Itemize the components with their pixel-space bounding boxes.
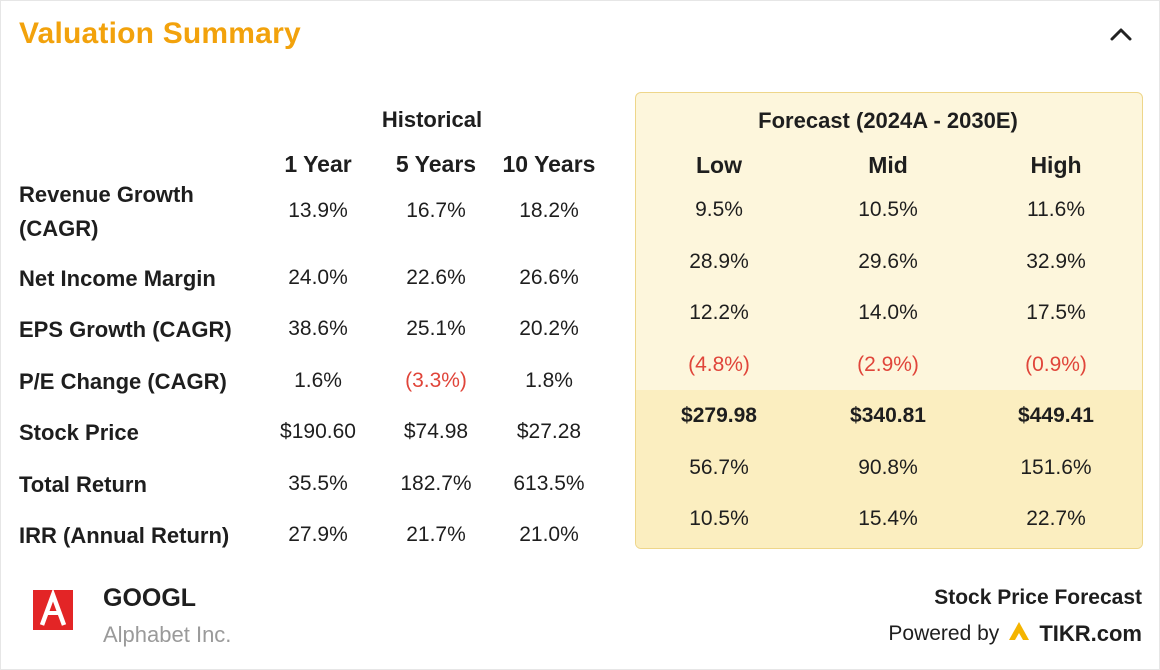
historical-value: 16.7% [406,199,466,222]
forecast-value: (0.9%) [1025,353,1087,376]
historical-header: Historical [381,107,483,132]
historical-value: $190.60 [280,420,356,443]
forecast-value: 151.6% [1020,456,1092,479]
historical-value: 24.0% [288,266,348,289]
forecast-value: 11.6% [1027,198,1085,221]
row-label: Total Return [19,472,147,497]
forecast-value: 9.5% [695,198,743,221]
forecast-column-header: High [1030,152,1082,178]
historical-value: (3.3%) [405,369,467,392]
historical-value: 182.7% [400,472,472,495]
row-label: P/E Change (CAGR) [19,369,227,394]
historical-value: 13.9% [288,199,348,222]
forecast-panel [635,92,1143,549]
historical-column-header: 5 Years [395,151,477,177]
forecast-value: 12.2% [689,301,749,324]
forecast-column-header: Mid [868,152,908,178]
row-label: Stock Price [19,420,139,445]
historical-value: 38.6% [288,317,348,340]
powered-by: Powered by TIKR.com [888,620,1142,648]
historical-value: 21.7% [406,523,466,546]
card-title: Valuation Summary [19,17,301,50]
forecast-value: (4.8%) [688,353,750,376]
forecast-header: Forecast (2024A - 2030E) [758,108,1018,133]
company-name: Alphabet Inc. [103,622,232,647]
tikr-brand[interactable]: TIKR.com [1039,621,1142,646]
historical-column-header: 10 Years [502,151,596,177]
forecast-value: 10.5% [858,198,918,221]
historical-value: 21.0% [519,523,579,546]
powered-by-label: Powered by [888,622,1000,645]
historical-value: 35.5% [288,472,348,495]
historical-value: 26.6% [519,266,579,289]
forecast-value: 56.7% [689,456,749,479]
forecast-value: 28.9% [689,250,749,273]
row-label: Net Income Margin [19,266,216,291]
forecast-value: 17.5% [1026,301,1086,324]
row-label: Revenue Growth [19,182,194,207]
row-label: EPS Growth (CAGR) [19,317,232,342]
forecast-value: 10.5% [689,507,749,530]
forecast-value: $449.41 [1018,404,1094,427]
historical-value: 613.5% [513,472,585,495]
alphabet-logo-icon [33,590,73,630]
forecast-value: $279.98 [681,404,757,427]
historical-column-header: 1 Year [284,151,352,177]
forecast-value: 15.4% [858,507,918,530]
historical-value: 20.2% [519,317,579,340]
historical-value: 25.1% [406,317,466,340]
forecast-value: $340.81 [850,404,926,427]
historical-value: 27.9% [288,523,348,546]
forecast-value: 14.0% [858,301,918,324]
forecast-value: 90.8% [858,456,918,479]
historical-value: 22.6% [406,266,466,289]
historical-value: 1.8% [525,369,573,392]
historical-value: $74.98 [403,420,469,443]
forecast-value: (2.9%) [857,353,919,376]
forecast-valuation-band [636,390,1142,548]
collapse-chevron-icon[interactable] [1107,23,1135,47]
forecast-value: 22.7% [1026,507,1086,530]
historical-value: 18.2% [519,199,579,222]
historical-value: $27.28 [516,420,582,443]
row-label: IRR (Annual Return) [19,523,230,548]
tikr-logo-icon [1007,620,1031,648]
forecast-value: 32.9% [1026,250,1086,273]
forecast-column-header: Low [696,152,742,178]
historical-value: 1.6% [294,369,342,392]
row-label: (CAGR) [19,216,99,241]
company-ticker[interactable]: GOOGL [103,584,197,612]
forecast-value: 29.6% [858,250,918,273]
stock-price-forecast-link[interactable]: Stock Price Forecast [934,586,1142,609]
